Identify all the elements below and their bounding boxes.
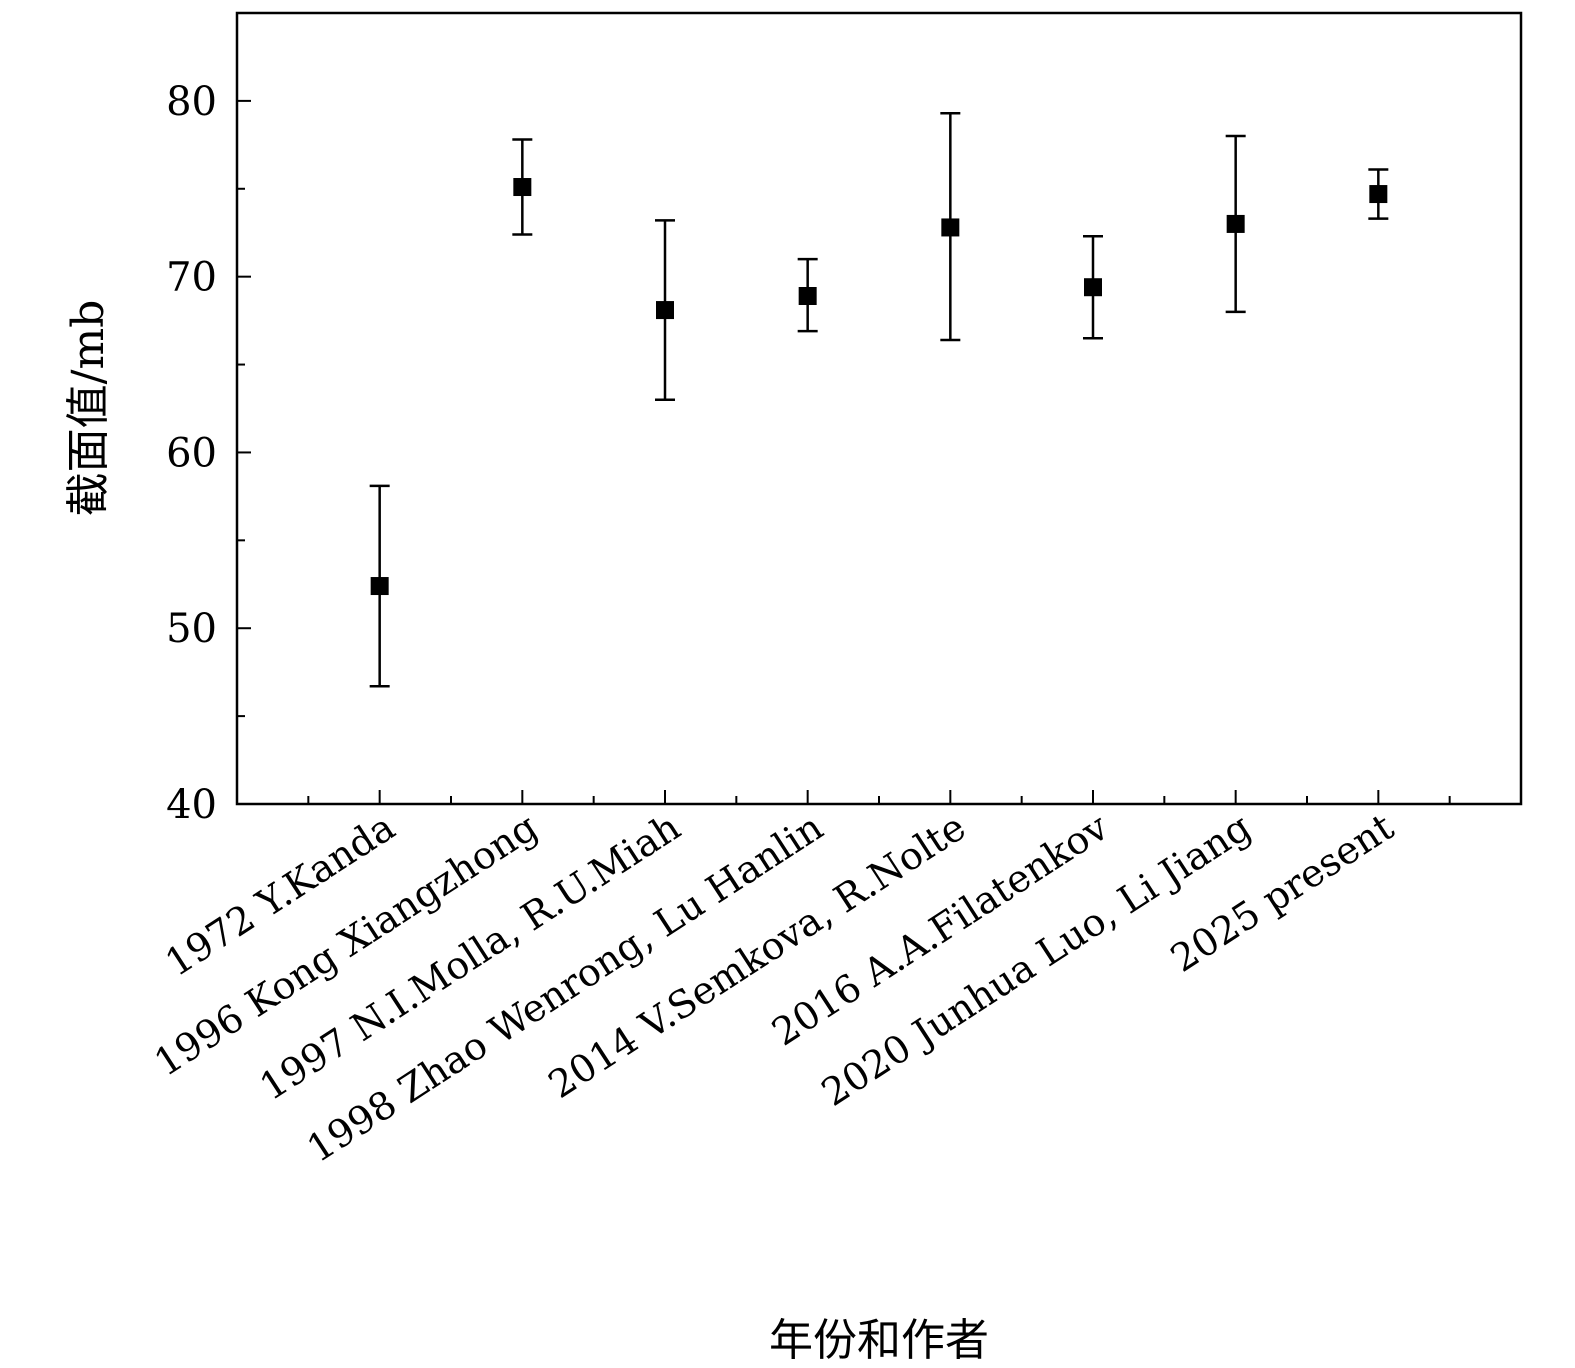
data-point <box>1083 234 1103 340</box>
y-axis-title: 截面值/mb <box>63 300 114 517</box>
square-marker <box>1226 214 1245 233</box>
square-marker <box>1084 278 1102 297</box>
y-tick-label: 60 <box>166 430 217 476</box>
y-tick-label: 80 <box>166 79 217 125</box>
plot-area <box>369 111 1389 688</box>
square-marker <box>656 301 674 320</box>
y-axis: 40 50 60 70 80 <box>166 12 251 828</box>
data-point <box>655 219 675 401</box>
square-marker <box>370 577 389 596</box>
data-point <box>940 111 961 342</box>
x-axis-title: 年份和作者 <box>769 1315 989 1366</box>
data-point <box>1368 168 1389 220</box>
square-marker <box>513 178 532 197</box>
y-tick-label: 70 <box>166 255 217 301</box>
data-point <box>369 484 390 688</box>
data-point <box>512 138 533 236</box>
y-tick-label: 40 <box>166 782 217 828</box>
square-marker <box>1369 185 1388 204</box>
plot-frame <box>235 11 1523 806</box>
x-tick-label: 1998 Zhao Wenrong, Lu Hanlin <box>299 805 830 1171</box>
data-point <box>1225 134 1246 314</box>
data-point <box>797 257 818 333</box>
square-marker <box>941 218 960 237</box>
y-tick-label: 50 <box>166 606 217 652</box>
square-marker <box>798 287 817 306</box>
